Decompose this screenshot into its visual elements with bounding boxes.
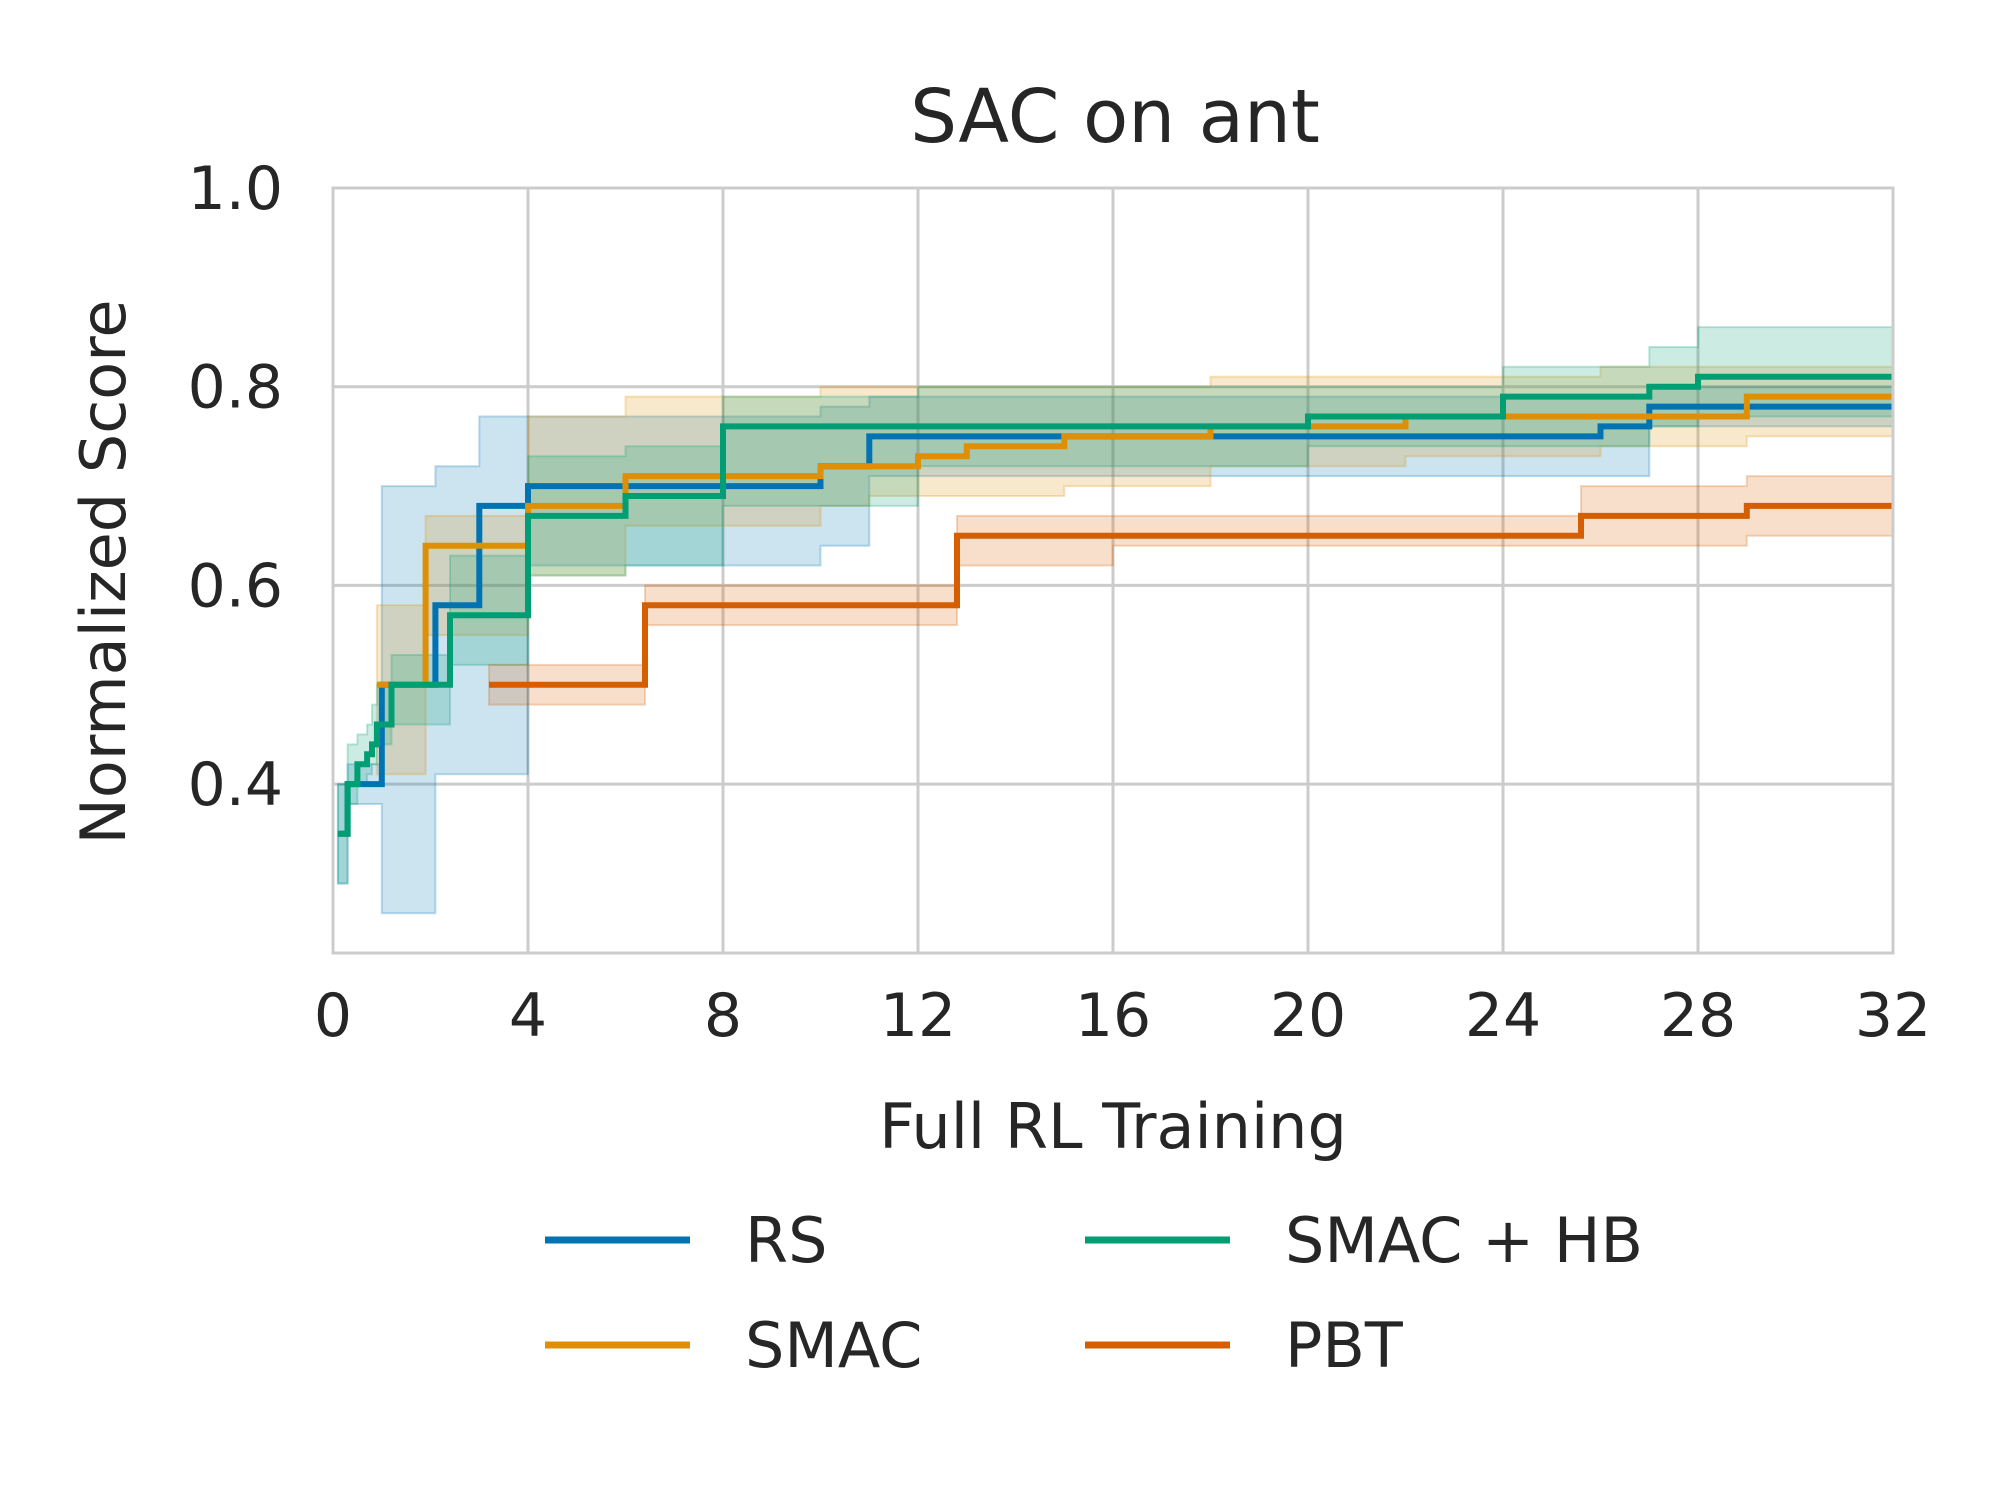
legend-label-smac-hb: SMAC + HB — [1285, 1204, 1643, 1277]
series-line-pbt — [489, 502, 1893, 688]
legend-label-pbt: PBT — [1285, 1309, 1404, 1382]
y-tick-label: 0.6 — [188, 551, 283, 621]
series-band-smac — [375, 365, 1894, 776]
series-line-rs — [337, 403, 1893, 837]
chart-title: SAC on ant — [910, 74, 1320, 160]
series-band-smac-hb — [336, 326, 1894, 885]
legend: RS SMAC + HB SMAC PBT — [545, 1204, 1643, 1382]
y-tick-label: 0.8 — [188, 353, 283, 423]
tick-layer: 0 4 8 12 16 20 24 28 32 0.4 0.6 0.8 1.0 — [188, 154, 1932, 1051]
y-axis-label: Normalized Score — [67, 300, 140, 845]
legend-label-smac: SMAC — [745, 1309, 922, 1382]
series-line-smac-hb — [337, 373, 1893, 837]
x-tick-label: 32 — [1855, 981, 1931, 1051]
x-tick-label: 8 — [704, 981, 742, 1051]
x-tick-label: 0 — [314, 981, 352, 1051]
legend-label-rs: RS — [745, 1204, 827, 1277]
y-tick-label: 0.4 — [188, 750, 283, 820]
x-tick-label: 12 — [880, 981, 956, 1051]
line-layer — [337, 373, 1893, 837]
y-tick-label: 1.0 — [188, 154, 283, 224]
x-tick-label: 28 — [1660, 981, 1736, 1051]
x-axis-label: Full RL Training — [879, 1090, 1347, 1163]
x-tick-label: 4 — [509, 981, 547, 1051]
x-tick-label: 20 — [1270, 981, 1346, 1051]
x-tick-label: 16 — [1075, 981, 1151, 1051]
plot-frame — [331, 186, 1895, 955]
x-tick-label: 24 — [1465, 981, 1541, 1051]
